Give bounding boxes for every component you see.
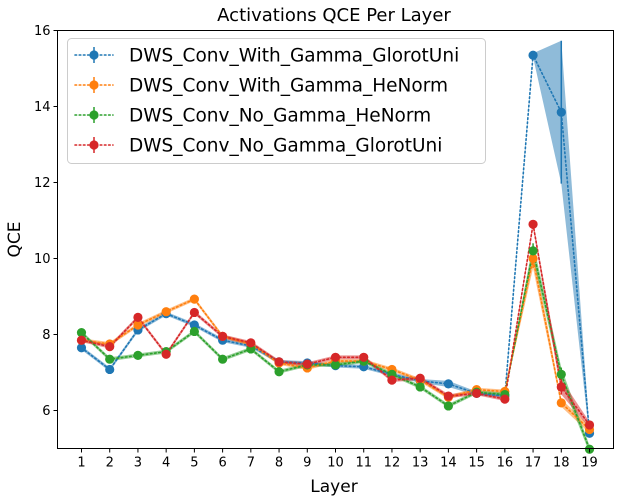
legend-marker [89,80,99,90]
data-point [556,369,566,379]
data-point [189,307,199,318]
data-point [443,401,453,411]
data-point [161,349,171,359]
x-tick-label: 2 [106,456,114,471]
data-point [105,342,115,352]
series-line-2 [80,250,591,451]
x-tick-label: 8 [275,456,283,471]
legend-label: DWS_Conv_No_Gamma_HeNorm [129,106,431,127]
x-axis: 1 2 3 4 5 6 7 8 9 10 11 12 13 14 15 16 17 18 19 [77,448,598,471]
y-tick-label: 10 [34,252,51,267]
y-tick-label: 14 [34,100,51,115]
error-band-1 [81,249,590,434]
data-point [161,307,171,317]
legend-label: DWS_Conv_With_Gamma_HeNorm [129,76,448,97]
data-point [302,359,312,369]
data-point [556,382,566,392]
x-tick-label: 10 [327,456,344,471]
data-point [76,328,87,338]
chart-title: Activations QCE Per Layer [217,5,451,26]
y-axis-label: QCE [5,222,25,258]
x-tick-label: 6 [218,456,226,471]
data-point [330,352,341,362]
x-tick-label: 18 [553,456,570,471]
legend-marker [89,110,99,120]
data-point [443,391,453,401]
data-point [528,246,538,256]
x-tick-label: 1 [77,456,85,471]
x-tick-label: 12 [384,456,401,471]
data-point [133,312,143,322]
data-points [76,50,595,454]
data-point [189,326,199,337]
x-tick-label: 11 [355,456,372,471]
series-line-3 [80,224,591,426]
data-point [500,394,510,404]
data-point [274,367,284,377]
x-tick-label: 7 [247,456,255,471]
x-tick-label: 13 [412,456,429,471]
data-point [76,343,87,353]
legend-label: DWS_Conv_No_Gamma_GlorotUni [129,136,442,157]
error-band-2 [81,243,590,454]
data-point [556,398,566,408]
data-point [105,364,115,375]
data-point [218,354,228,364]
data-point [584,420,595,430]
data-point [359,352,369,362]
y-tick-label: 16 [34,24,51,39]
legend-marker [89,140,99,150]
data-point [189,294,199,304]
data-point [415,373,425,383]
data-point [330,360,341,370]
data-point [218,331,228,341]
x-tick-label: 9 [303,456,311,471]
error-bands [81,40,590,454]
data-point [76,335,87,345]
legend-box [67,38,486,164]
data-point [528,253,538,264]
data-point [415,382,425,392]
data-point [528,50,538,60]
error-band-3 [81,220,590,428]
x-tick-label: 19 [581,456,598,471]
legend-marker [89,50,99,60]
error-band-0 [81,40,590,438]
x-tick-label: 4 [162,456,170,471]
x-axis-label: Layer [310,477,357,497]
data-point [246,338,256,348]
y-tick-label: 12 [34,176,51,191]
y-tick-label: 6 [42,404,50,419]
x-tick-label: 15 [468,456,485,471]
legend: DWS_Conv_With_Gamma_GlorotUni DWS_Conv_Wi… [67,38,486,164]
data-point [472,388,482,398]
data-point [105,354,115,364]
data-point [133,320,143,330]
x-tick-label: 14 [440,456,457,471]
x-tick-label: 16 [497,456,514,471]
data-point [443,379,453,389]
data-point [528,219,538,229]
x-tick-label: 3 [134,456,142,471]
x-tick-label: 17 [525,456,542,471]
data-point [189,320,199,330]
y-axis: 6 8 10 12 14 16 [34,24,58,419]
legend-label: DWS_Conv_With_Gamma_GlorotUni [129,46,459,67]
data-point [274,357,284,367]
data-point [387,375,397,385]
y-tick-label: 8 [42,328,50,343]
x-tick-label: 5 [190,456,198,471]
data-point [556,107,566,117]
data-point [133,350,143,360]
